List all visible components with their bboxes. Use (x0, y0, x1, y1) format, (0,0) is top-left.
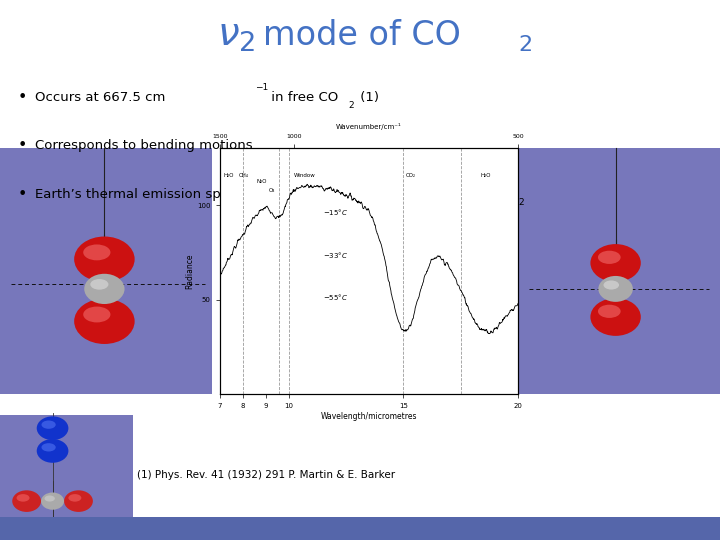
Text: O₃: O₃ (269, 188, 276, 193)
Bar (518, 148, 720, 394)
Text: (1) Phys. Rev. 41 (1932) 291 P. Martin & E. Barker: (1) Phys. Rev. 41 (1932) 291 P. Martin &… (137, 470, 395, 480)
Y-axis label: Radiance: Radiance (185, 254, 194, 289)
Ellipse shape (64, 490, 93, 512)
Ellipse shape (41, 492, 64, 510)
Text: $-15°C$: $-15°C$ (323, 207, 348, 217)
Ellipse shape (12, 490, 41, 512)
Ellipse shape (74, 299, 135, 344)
Ellipse shape (68, 494, 81, 502)
Ellipse shape (84, 307, 110, 322)
Ellipse shape (598, 305, 621, 318)
Text: N₂O: N₂O (257, 179, 267, 184)
Ellipse shape (45, 496, 55, 502)
Text: in free CO: in free CO (267, 91, 338, 104)
X-axis label: Wavenumber/cm⁻¹: Wavenumber/cm⁻¹ (336, 123, 402, 130)
Ellipse shape (590, 298, 641, 336)
Text: H₂O: H₂O (223, 173, 234, 178)
Text: CH₄: CH₄ (239, 173, 248, 178)
Text: Window: Window (294, 173, 315, 178)
Text: 2: 2 (348, 101, 354, 110)
Ellipse shape (90, 279, 109, 289)
Bar (0, 148, 212, 394)
Text: $\nu_2$: $\nu_2$ (420, 188, 433, 201)
Ellipse shape (84, 274, 125, 304)
Text: CO₂: CO₂ (405, 173, 415, 178)
Ellipse shape (84, 245, 110, 260)
Text: •: • (18, 187, 27, 202)
Ellipse shape (37, 416, 68, 440)
Text: •: • (18, 138, 27, 153)
Text: mode of CO: mode of CO (435, 188, 514, 201)
Text: $-55°C$: $-55°C$ (323, 292, 348, 302)
Text: Corresponds to bending motions: Corresponds to bending motions (35, 139, 252, 152)
Ellipse shape (598, 276, 633, 302)
Ellipse shape (42, 443, 55, 451)
Text: 2: 2 (518, 198, 524, 207)
Text: $-33°C$: $-33°C$ (323, 250, 348, 260)
Ellipse shape (17, 494, 30, 502)
Ellipse shape (37, 439, 68, 463)
Ellipse shape (603, 280, 619, 289)
Ellipse shape (590, 244, 641, 282)
Text: Occurs at 667.5 cm: Occurs at 667.5 cm (35, 91, 165, 104)
Text: 2: 2 (518, 35, 533, 55)
Text: •: • (18, 90, 27, 105)
Bar (0, 517, 720, 540)
Text: $\nu_2$: $\nu_2$ (217, 17, 256, 53)
Ellipse shape (42, 421, 55, 429)
Bar (0, 415, 133, 517)
Text: H₂O: H₂O (481, 173, 492, 178)
Text: mode of CO: mode of CO (263, 18, 461, 52)
Text: Earth’s thermal emission spectrum maximizes at the: Earth’s thermal emission spectrum maximi… (35, 188, 392, 201)
Ellipse shape (74, 237, 135, 282)
X-axis label: Wavelength/micrometres: Wavelength/micrometres (320, 412, 418, 421)
Text: (1): (1) (356, 91, 379, 104)
Text: −1: −1 (255, 83, 268, 92)
Ellipse shape (598, 251, 621, 264)
